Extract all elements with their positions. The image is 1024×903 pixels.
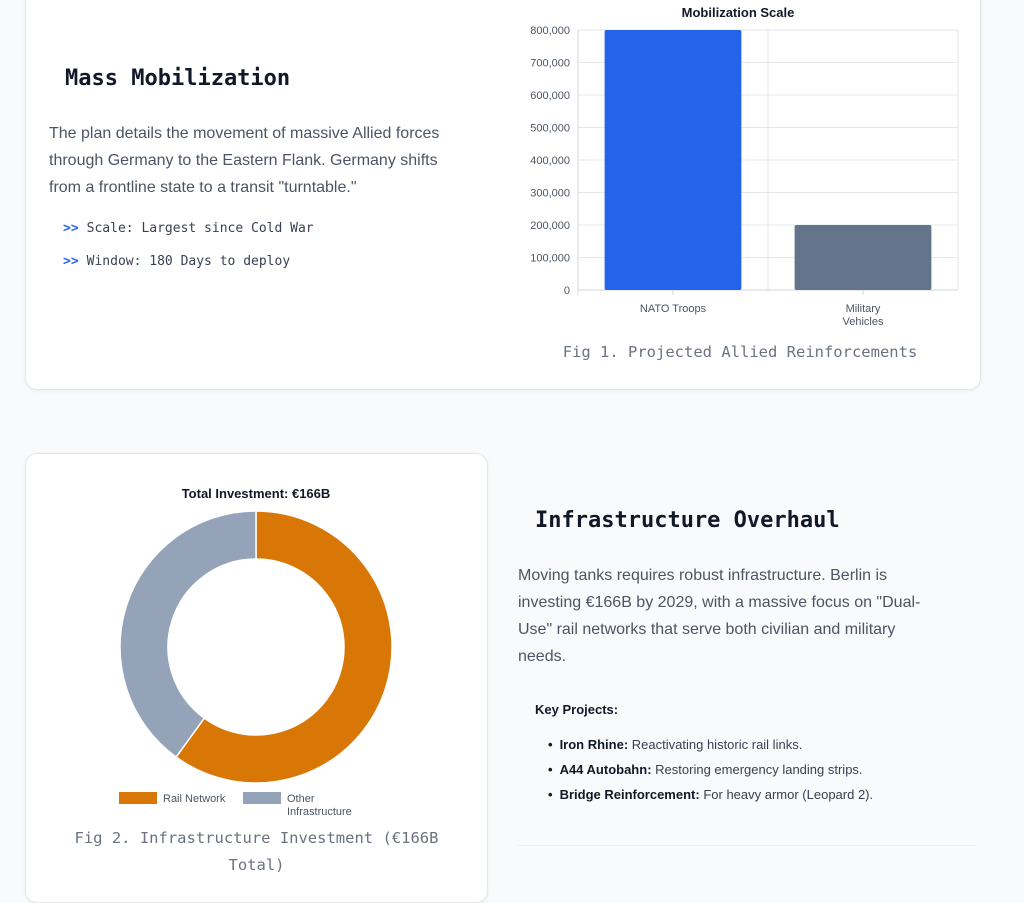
caption-line: Total) [228,856,285,874]
chart-title: Mobilization Scale [682,5,795,20]
section-title-infrastructure: Infrastructure Overhaul [535,508,840,533]
donut-slice-1 [119,510,257,759]
y-tick-label: 0 [564,285,570,297]
legend-label: Rail Network [163,793,226,805]
key-projects-list: • Iron Rhine: Reactivating historic rail … [548,736,873,811]
key-projects-title: Key Projects: [535,702,619,717]
y-tick-label: 700,000 [530,58,570,70]
figure-1-caption: Fig 1. Projected Allied Reinforcements [562,343,918,361]
fact-window-text: Window: 180 Days to deploy [86,254,291,269]
y-tick-label: 300,000 [530,188,570,200]
project-desc: Restoring emergency landing strips. [655,762,863,777]
project-desc: Reactivating historic rail links. [631,737,803,752]
fact-scale-text: Scale: Largest since Cold War [86,221,314,236]
chevron-right-icon: >> [63,254,79,269]
investment-donut-chart: Total Investment: €166B Rail Network Other… [119,486,393,815]
description-line: Moving tanks requires robust infrastruct… [518,567,888,584]
chart-title: Total Investment: €166B [182,486,331,501]
fact-window: >> Window: 180 Days to deploy [63,254,290,269]
description-line: Use" rail networks that serve both civil… [518,621,896,638]
description-line: from a frontline state to a transit "tur… [49,179,357,196]
project-item-a44-autobahn: • A44 Autobahn: Restoring emergency landi… [548,761,873,786]
figure-2-caption: Fig 2. Infrastructure Investment (€166B … [50,825,463,879]
section-title-mass-mobilization: Mass Mobilization [65,66,291,91]
project-name: Iron Rhine: [559,737,629,752]
x-tick-label: Military [846,303,881,315]
y-tick-label: 500,000 [530,123,570,135]
legend-label: Other [287,793,315,805]
legend-label: Infrastructure [287,806,352,815]
mobilization-description: The plan details the movement of massive… [49,120,499,201]
bar-1 [794,225,932,290]
project-item-iron-rhine: • Iron Rhine: Reactivating historic rail … [548,736,873,761]
legend-swatch [243,792,281,804]
description-line: through Germany to the Eastern Flank. Ge… [49,152,438,169]
divider [518,845,976,846]
donut-slice-0 [175,510,393,784]
y-tick-label: 100,000 [530,253,570,265]
y-tick-label: 800,000 [530,25,570,37]
bullet-icon: • [548,787,553,802]
project-name: A44 Autobahn: [559,762,652,777]
mobilization-card [25,0,981,390]
chevron-right-icon: >> [63,221,79,236]
y-tick-label: 400,000 [530,155,570,167]
description-line: The plan details the movement of massive… [49,125,440,142]
y-tick-label: 600,000 [530,90,570,102]
description-line: needs. [518,648,567,665]
caption-line: Fig 2. Infrastructure Investment (€166B [74,829,439,847]
project-name: Bridge Reinforcement: [559,787,700,802]
project-desc: For heavy armor (Leopard 2). [703,787,874,802]
infrastructure-description: Moving tanks requires robust infrastruct… [518,562,978,670]
mobilization-bar-chart: Mobilization Scale 0 100,000 200,000 300,000… [530,5,959,328]
fact-scale: >> Scale: Largest since Cold War [63,221,314,236]
bar-0 [604,30,742,290]
legend-swatch [119,792,157,804]
bullet-icon: • [548,762,553,777]
x-tick-label: NATO Troops [640,303,707,315]
y-tick-label: 200,000 [530,220,570,232]
description-line: investing €166B by 2029, with a massive … [518,594,921,611]
x-tick-label: Vehicles [843,316,884,328]
bullet-icon: • [548,737,553,752]
project-item-bridge-reinforcement: • Bridge Reinforcement: For heavy armor (… [548,786,873,811]
